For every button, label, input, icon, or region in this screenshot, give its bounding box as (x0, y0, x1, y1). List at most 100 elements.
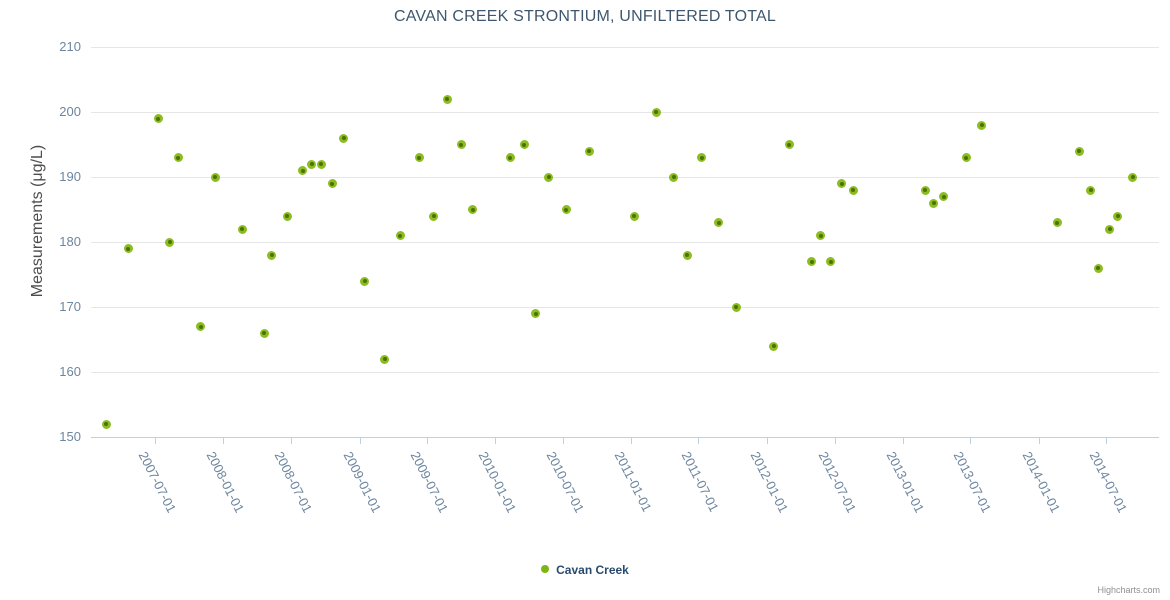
y-gridline (91, 177, 1159, 178)
data-point[interactable] (1113, 211, 1123, 221)
data-point[interactable] (173, 153, 183, 162)
x-tick-label: 2011-01-01 (611, 449, 655, 515)
x-tick-label: 2010-01-01 (475, 449, 520, 516)
data-point[interactable] (826, 257, 836, 266)
data-point[interactable] (259, 328, 269, 338)
data-point[interactable] (714, 218, 724, 227)
x-tick-label: 2009-07-01 (407, 449, 452, 516)
x-tick-label: 2008-01-01 (204, 449, 248, 516)
x-tick-label: 2009-01-01 (340, 449, 384, 516)
data-point[interactable] (339, 133, 349, 143)
y-gridline (91, 242, 1159, 243)
x-tick-label: 2011-07-01 (679, 449, 723, 515)
chart-legend: Cavan Creek (0, 562, 1170, 577)
x-tick-mark (631, 438, 633, 444)
y-tick-label: 160 (59, 364, 81, 379)
data-point[interactable] (1074, 146, 1084, 156)
data-point[interactable] (807, 257, 817, 266)
x-tick-mark (1106, 438, 1108, 444)
data-point[interactable] (682, 250, 692, 260)
data-point[interactable] (961, 153, 971, 162)
chart-title: CAVAN CREEK STRONTIUM, UNFILTERED TOTAL (393, 8, 777, 25)
x-tick-label: 2014-01-01 (1019, 449, 1064, 516)
y-tick-label: 150 (59, 429, 81, 444)
data-point[interactable] (629, 211, 639, 221)
data-point[interactable] (939, 192, 949, 201)
x-tick-label: 2012-07-01 (815, 449, 859, 516)
y-gridline (91, 112, 1159, 113)
y-tick-label: 180 (59, 234, 81, 249)
data-point[interactable] (848, 185, 858, 195)
data-point[interactable] (165, 237, 175, 247)
x-tick-label: 2013-01-01 (883, 449, 928, 516)
data-point[interactable] (196, 322, 206, 331)
data-point[interactable] (1105, 224, 1115, 234)
data-point[interactable] (920, 185, 930, 195)
data-point[interactable] (395, 231, 405, 240)
plot-area (91, 47, 1159, 438)
x-axis-line (91, 437, 1159, 438)
data-point[interactable] (837, 179, 847, 188)
x-tick-mark (223, 438, 225, 444)
highcharts-credits[interactable]: Highcharts.com (1097, 585, 1160, 595)
data-point[interactable] (210, 172, 220, 182)
y-tick-label: 200 (59, 104, 81, 119)
y-tick-label: 210 (59, 39, 81, 54)
x-tick-label: 2013-07-01 (951, 449, 995, 516)
data-point[interactable] (561, 205, 571, 214)
data-point[interactable] (977, 120, 987, 130)
x-tick-mark (903, 438, 905, 444)
data-point[interactable] (531, 309, 541, 318)
data-point[interactable] (456, 140, 466, 149)
data-point[interactable] (697, 153, 707, 162)
data-point[interactable] (1052, 218, 1062, 227)
x-tick-mark (834, 438, 836, 444)
x-tick-label: 2008-07-01 (271, 449, 316, 516)
y-tick-label: 190 (59, 169, 81, 184)
data-point[interactable] (1128, 172, 1138, 182)
data-point[interactable] (327, 179, 337, 188)
x-tick-mark (154, 438, 156, 444)
data-point[interactable] (101, 419, 111, 429)
data-point[interactable] (1093, 263, 1103, 273)
data-point[interactable] (1086, 185, 1096, 195)
data-point[interactable] (237, 224, 247, 234)
data-point[interactable] (307, 159, 317, 169)
legend-marker-icon (541, 564, 550, 573)
legend-item-cavan-creek[interactable]: Cavan Creek (541, 562, 629, 577)
data-point[interactable] (731, 302, 741, 312)
data-point[interactable] (360, 276, 370, 286)
data-point[interactable] (505, 153, 515, 162)
y-gridline (91, 47, 1159, 48)
data-point[interactable] (282, 211, 292, 221)
data-point[interactable] (929, 198, 939, 208)
y-axis-title: Measurements (μg/L) (29, 144, 46, 298)
x-tick-mark (426, 438, 428, 444)
data-point[interactable] (429, 211, 439, 221)
data-point[interactable] (442, 94, 452, 104)
data-point[interactable] (153, 114, 163, 123)
data-point[interactable] (784, 140, 794, 149)
y-tick-label: 170 (59, 299, 81, 314)
x-tick-mark (562, 438, 564, 444)
data-point[interactable] (414, 153, 424, 162)
x-tick-label: 2010-07-01 (543, 449, 587, 516)
data-point[interactable] (380, 354, 390, 364)
data-point[interactable] (769, 341, 779, 351)
data-point[interactable] (298, 166, 308, 175)
data-point[interactable] (468, 205, 478, 214)
data-point[interactable] (816, 231, 826, 240)
x-tick-mark (766, 438, 768, 444)
data-point[interactable] (123, 244, 133, 253)
x-tick-mark (1038, 438, 1040, 444)
data-point[interactable] (669, 172, 679, 182)
y-gridline (91, 307, 1159, 308)
y-gridline (91, 372, 1159, 373)
data-point[interactable] (584, 146, 594, 156)
data-point[interactable] (544, 172, 554, 182)
data-point[interactable] (316, 159, 326, 169)
data-point[interactable] (651, 107, 661, 117)
data-point[interactable] (519, 140, 529, 149)
data-point[interactable] (267, 250, 277, 260)
